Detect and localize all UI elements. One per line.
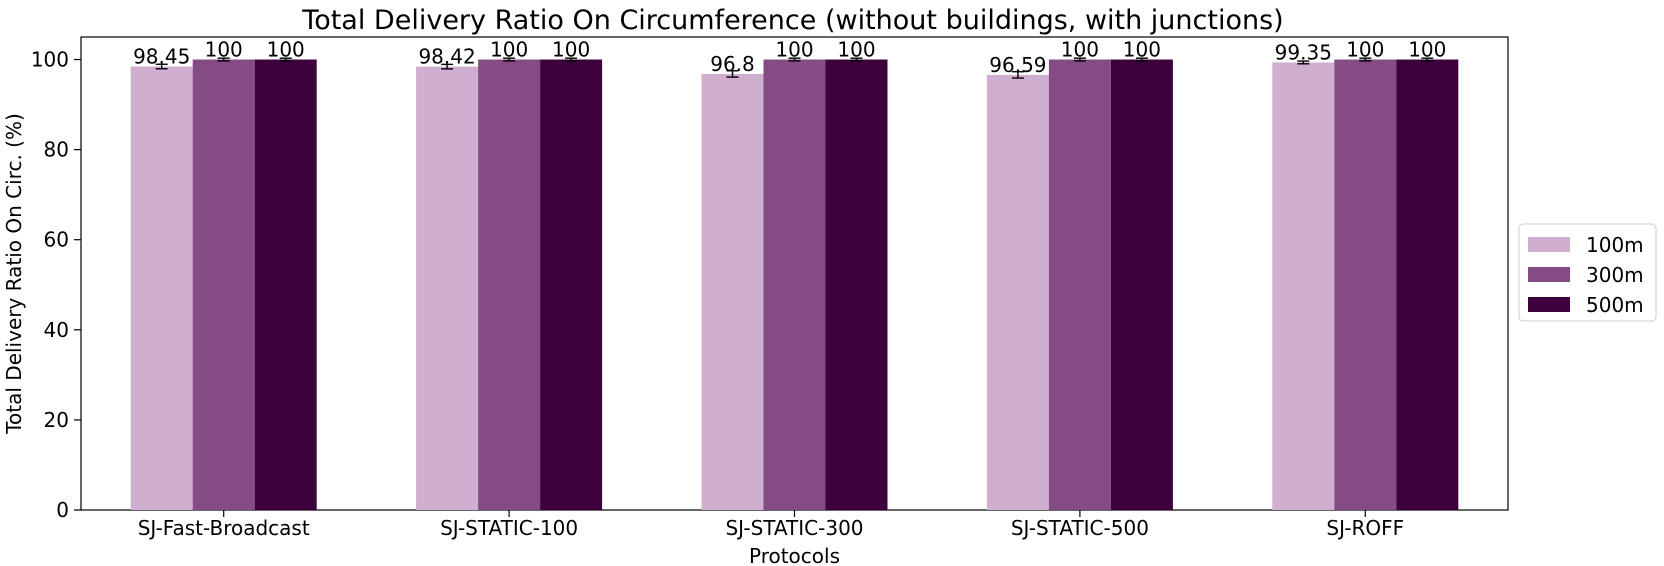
bar [1272,62,1335,510]
x-tick-label: SJ-STATIC-500 [1011,516,1149,540]
bar [1396,59,1459,511]
bar-value-label: 98.45 [133,45,190,69]
bar-value-label: 100 [775,38,813,62]
bar-value-label: 100 [1123,38,1161,62]
bar-value-label: 100 [552,38,590,62]
bar [1110,59,1173,511]
legend-swatch [1528,267,1570,282]
bar [825,59,888,511]
x-tick-label: SJ-Fast-Broadcast [138,516,310,540]
bar-value-label: 100 [837,38,875,62]
bar [478,59,541,511]
y-axis-label: Total Delivery Ratio On Circ. (%) [2,113,26,435]
bar-value-label: 96.59 [989,53,1046,77]
bar [1048,59,1111,511]
bar-value-label: 99.35 [1275,40,1332,64]
bar-series-group [130,57,1459,511]
bar-value-label: 100 [1408,38,1446,62]
legend-label: 300m [1586,263,1644,287]
legend: 100m 300m 500m [1518,223,1657,322]
bar [986,74,1049,511]
bar [540,59,603,511]
x-tick-label: SJ-ROFF [1326,516,1404,540]
bar-value-label: 100 [1346,38,1384,62]
bar [192,59,255,511]
bar-value-label: 100 [490,38,528,62]
data-labels: 98.45 100 100 98.42 100 100 96.8 100 100 96.59 100… [133,38,1446,77]
bar-value-label: 96.8 [710,52,755,76]
y-tick-label: 80 [44,138,69,162]
x-tick-label: SJ-STATIC-300 [725,516,863,540]
y-tick-label: 100 [31,48,69,72]
legend-swatch [1528,237,1570,252]
bar-value-label: 100 [205,38,243,62]
x-axis: SJ-Fast-Broadcast SJ-STATIC-100 SJ-STATIC-… [138,510,1404,540]
bar [701,73,764,510]
bar-value-label: 100 [1061,38,1099,62]
bar [416,66,479,511]
legend-swatch [1528,297,1570,312]
x-axis-label: Protocols [749,544,840,566]
y-axis: 0 20 40 60 80 100 [31,48,81,522]
y-tick-label: 20 [44,408,69,432]
bar [254,59,317,511]
y-tick-label: 60 [44,228,69,252]
bar [1334,59,1397,511]
y-tick-label: 40 [44,318,69,342]
x-tick-label: SJ-STATIC-100 [440,516,578,540]
legend-label: 100m [1586,233,1644,257]
y-tick-label: 0 [56,498,69,522]
bar [130,66,193,510]
chart-title: Total Delivery Ratio On Circumference (w… [301,5,1283,36]
bar [763,59,826,511]
bar-value-label: 100 [267,38,305,62]
bar-value-label: 98.42 [418,45,475,69]
legend-label: 500m [1586,293,1644,317]
